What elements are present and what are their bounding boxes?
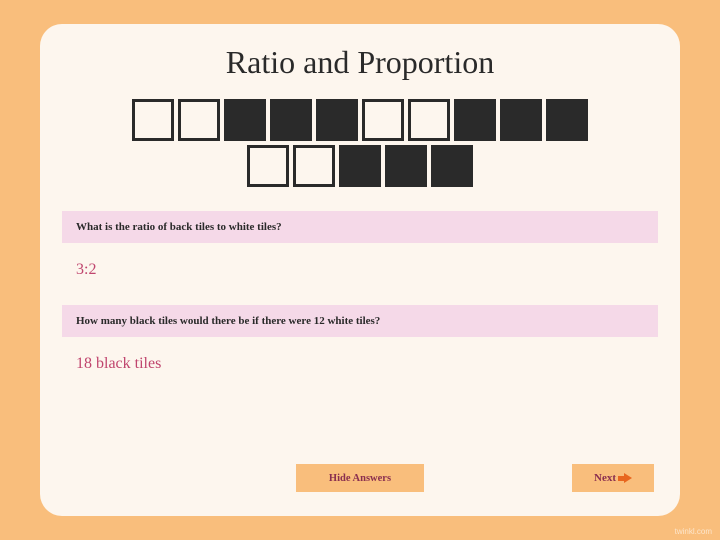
answer-2: 18 black tiles	[62, 347, 658, 389]
white-tile	[362, 99, 404, 141]
arrow-right-icon	[624, 473, 632, 483]
white-tile	[293, 145, 335, 187]
black-tile	[385, 145, 427, 187]
question-1: What is the ratio of back tiles to white…	[62, 211, 658, 243]
black-tile	[431, 145, 473, 187]
tiles-container	[40, 99, 680, 187]
black-tile	[500, 99, 542, 141]
hide-answers-button[interactable]: Hide Answers	[296, 464, 424, 492]
question-2: How many black tiles would there be if t…	[62, 305, 658, 337]
white-tile	[247, 145, 289, 187]
page-title: Ratio and Proportion	[40, 44, 680, 81]
white-tile	[178, 99, 220, 141]
black-tile	[316, 99, 358, 141]
watermark: twinkl.com	[675, 527, 712, 536]
slide-card: Ratio and Proportion What is the ratio o…	[40, 24, 680, 516]
tile-row-1	[132, 99, 588, 141]
next-label: Next	[594, 472, 616, 484]
tile-row-2	[247, 145, 473, 187]
black-tile	[270, 99, 312, 141]
black-tile	[339, 145, 381, 187]
next-button[interactable]: Next	[572, 464, 654, 492]
black-tile	[454, 99, 496, 141]
white-tile	[132, 99, 174, 141]
black-tile	[546, 99, 588, 141]
answer-1: 3:2	[62, 253, 658, 295]
white-tile	[408, 99, 450, 141]
black-tile	[224, 99, 266, 141]
qa-section: What is the ratio of back tiles to white…	[62, 211, 658, 389]
